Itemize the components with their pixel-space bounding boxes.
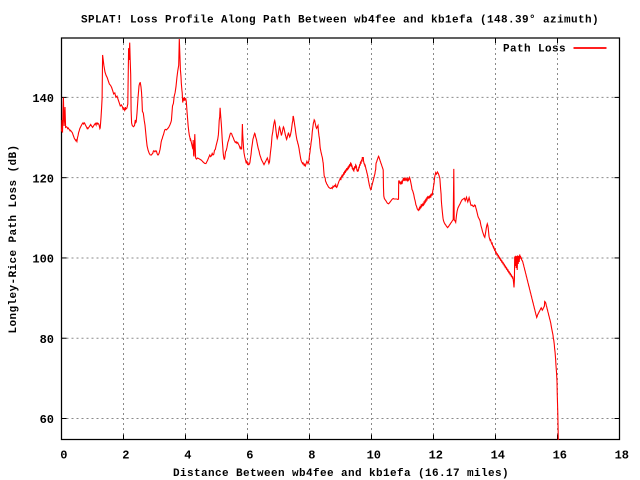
svg-text:Distance Between wb4fee and kb: Distance Between wb4fee and kb1efa (16.1… [173, 468, 509, 480]
svg-text:12: 12 [429, 448, 443, 462]
svg-text:140: 140 [32, 92, 54, 106]
svg-text:Path Loss: Path Loss [503, 44, 566, 56]
svg-text:120: 120 [32, 172, 54, 186]
svg-text:8: 8 [308, 448, 315, 462]
svg-text:0: 0 [60, 448, 67, 462]
svg-text:16: 16 [553, 448, 567, 462]
svg-text:60: 60 [40, 413, 54, 427]
svg-text:4: 4 [184, 448, 191, 462]
svg-text:SPLAT! Loss Profile Along Path: SPLAT! Loss Profile Along Path Between w… [81, 15, 599, 27]
svg-text:18: 18 [615, 448, 629, 462]
svg-text:Longley-Rice Path Loss (dB): Longley-Rice Path Loss (dB) [8, 144, 20, 333]
svg-text:80: 80 [40, 333, 54, 347]
svg-text:6: 6 [246, 448, 253, 462]
svg-text:14: 14 [491, 448, 505, 462]
svg-text:2: 2 [122, 448, 129, 462]
svg-text:100: 100 [32, 253, 54, 267]
svg-text:10: 10 [367, 448, 381, 462]
